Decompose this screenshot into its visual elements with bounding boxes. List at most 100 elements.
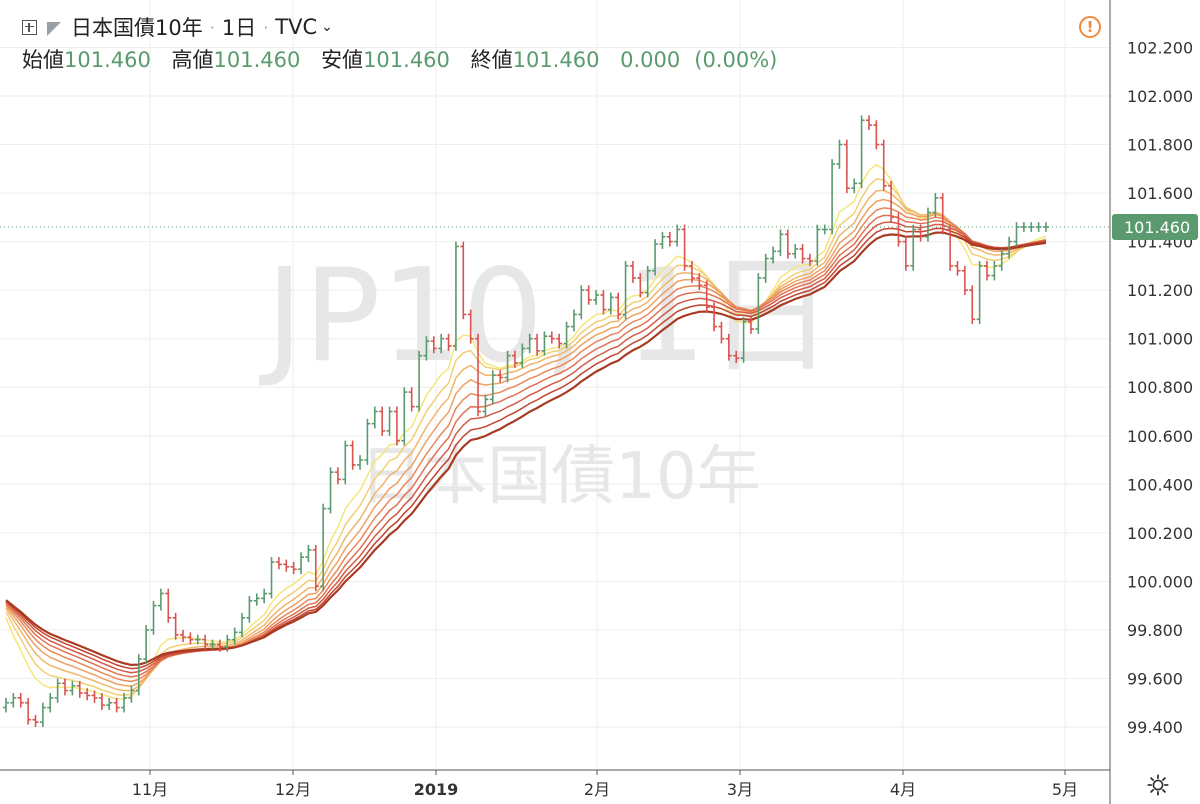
ohlc-bar-up [128,685,135,703]
y-tick-label: 100.400 [1127,475,1193,494]
ma-line [5,178,1047,696]
ohlc-bar-down [806,253,813,266]
flag-icon[interactable] [47,22,61,36]
ohlc-bar-up [504,350,511,383]
ohlc-bar-up [829,159,836,235]
ohlc-bar-down [718,321,725,344]
ohlc-bar-down [393,406,400,446]
ohlc-bar-down [165,588,172,623]
ohlc-bar-down [548,331,555,344]
ohlc-bar-up [239,612,246,638]
ohlc-bar-up [209,639,216,650]
ohlc-bar-up [762,253,769,283]
ohlc-bar-down [98,693,105,711]
ohlc-bar-up [320,503,327,592]
ma-line [5,221,1047,674]
low-label: 安値 [321,48,364,72]
ohlc-bar-up [54,678,61,703]
watermark-big: JP10, 1日 [259,242,835,391]
last-price-marker: 101.460 [0,214,1198,241]
warning-icon[interactable]: ! [1079,16,1101,38]
ohlc-bar-up [224,634,231,652]
ohlc-bar-up [622,261,629,320]
symbol-name[interactable]: 日本国債10年 [71,16,203,40]
ohlc-bar-down [25,697,32,725]
gear-icon[interactable] [1147,774,1169,796]
ohlc-legend: 始値101.460 高値101.460 安値101.460 終値101.460 … [22,44,791,74]
y-tick-label: 99.400 [1127,718,1183,737]
ohlc-bar-up [452,241,459,351]
ohlc-bar-down [895,212,902,247]
ohlc-bar-down [799,244,806,264]
ohlc-bar-up [386,406,393,436]
ohlc-bar-down [629,261,636,283]
ohlc-bar-up [1006,236,1013,259]
last-price-tag [1112,214,1198,241]
y-tick-label: 101.800 [1127,136,1193,155]
ohlc-bar-up [194,634,201,645]
source[interactable]: TVC [275,15,318,39]
ohlc-bar-down [880,139,887,191]
ohlc-bar-up [438,333,445,354]
ohlc-bar-down [585,285,592,305]
ma-line [5,227,1047,670]
x-tick-label: 12月 [275,780,311,799]
ohlc-bar-up [910,224,917,271]
ohlc-bar-down [873,120,880,150]
change-percent: (0.00%) [694,48,778,72]
ma-line [5,163,1047,700]
ohlc-bar-down [312,544,319,592]
ohlc-bar-up [814,224,821,266]
ohlc-bar-down [430,336,437,354]
chevron-down-icon[interactable]: ⌄ [321,19,333,35]
ohlc-bar-down [17,693,24,708]
ohlc-bar-down [888,180,895,223]
ohlc-bar-up [106,697,113,711]
ohlc-bar-down [497,370,504,383]
ohlc-bar-down [556,333,563,349]
ohlc-bar-down [615,292,622,320]
ohlc-bar-down [467,309,474,344]
ohlc-bar-down [954,261,961,276]
ohlc-bar-up [416,350,423,412]
ohlc-bar-up [342,440,349,485]
y-tick-label: 100.600 [1127,427,1193,446]
y-tick-label: 100.800 [1127,378,1193,397]
ohlc-bar-up [482,394,489,417]
ohlc-bar-down [180,629,187,643]
y-tick-label: 100.000 [1127,572,1193,591]
ohlc-bar-up [593,290,600,305]
ohlc-bar-up [157,588,164,611]
ohlc-bar-up [740,316,747,363]
chart-watermark: JP10, 1日 日本国債10年 [259,242,835,514]
ohlc-bar-up [69,680,76,696]
open-label: 始値 [22,48,64,72]
ohlc-bar-up [924,207,931,242]
ohlc-bar-down [408,387,415,412]
ma-ribbon [5,163,1047,700]
plus-icon[interactable] [22,19,37,35]
ohlc-bar-down [172,612,179,640]
y-tick-label: 99.800 [1127,621,1183,640]
ohlc-bar-down [747,316,754,334]
ohlc-bar-up [991,261,998,281]
chart-grid [0,0,1110,770]
ohlc-bar-down [688,261,695,283]
ohlc-bar-up [792,244,799,259]
y-tick-label: 101.600 [1127,184,1193,203]
ohlc-bar-up [770,246,777,264]
x-tick-label: 2月 [584,780,610,799]
ohlc-bar-down [113,697,120,713]
interval[interactable]: 1日 [221,16,257,40]
ohlc-bar-up [231,627,238,645]
ohlc-bar-up [371,406,378,429]
ohlc-bar-up [121,693,128,713]
change-value: 0.000 [620,48,681,72]
ohlc-bar-up [1020,222,1027,232]
ohlc-bar-up [401,387,408,446]
last-price-label: 101.460 [1124,218,1190,237]
ohlc-bar-up [39,702,46,727]
ohlc-bar-down [939,193,946,235]
ohlc-bar-down [334,467,341,485]
